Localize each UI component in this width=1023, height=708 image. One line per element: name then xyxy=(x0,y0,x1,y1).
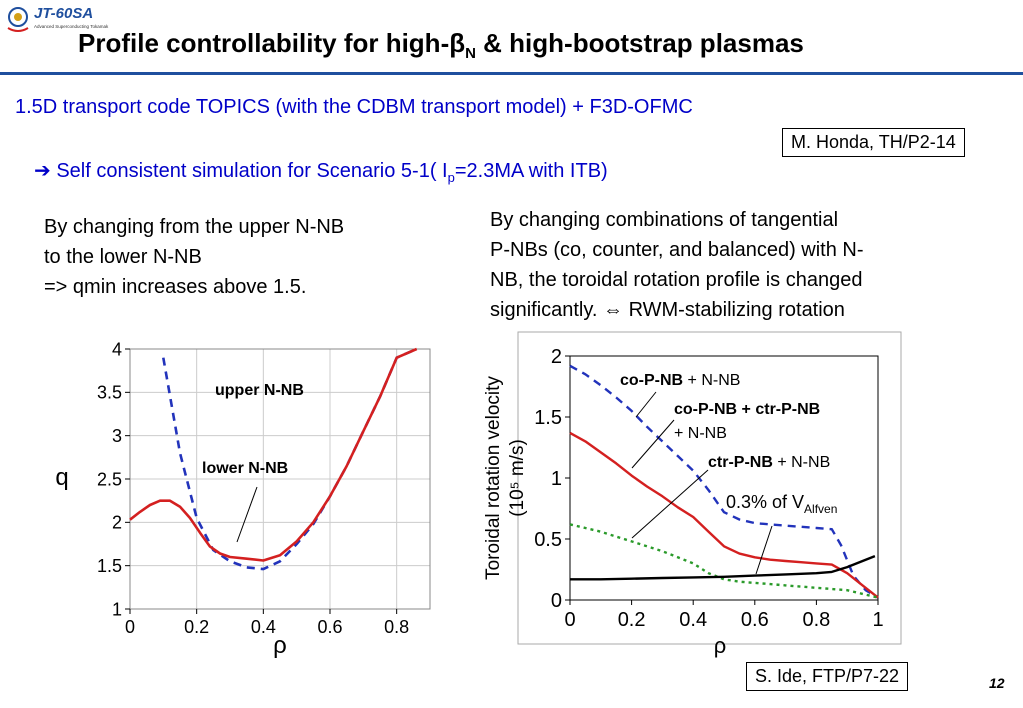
left-line-2: to the lower N-NB xyxy=(44,246,202,268)
q-annotation-upper: upper N-NB xyxy=(215,382,304,399)
q-annotation-pointer xyxy=(236,486,258,543)
pointer-alfven xyxy=(755,525,773,575)
v-plot-frame xyxy=(569,355,879,601)
x-tick-label: 1 xyxy=(872,609,883,631)
y-tick-label: 1.5 xyxy=(534,407,562,429)
reference-box-bottom: S. Ide, FTP/P7-22 xyxy=(746,662,909,691)
legend-alfven-prefix: 0.3% of V xyxy=(726,492,804,512)
v-x-ticks: 0 0.2 0.4 0.6 0.8 1 xyxy=(564,600,884,631)
q-annotation-lower: lower N-NB xyxy=(202,460,288,477)
y-tick-label: 1.5 xyxy=(97,556,122,576)
q-x-axis-label: ρ xyxy=(273,632,287,659)
right-line-2: P-NBs (co, counter, and balanced) with N… xyxy=(490,239,864,261)
x-tick-label: 0.8 xyxy=(384,617,409,637)
slide-title: Profile controllability for high-βN & hi… xyxy=(78,28,804,62)
legend-alfven-sub: Alfven xyxy=(804,502,837,516)
jt60sa-logo: JT-60SA Advanced Superconducting Tokamak xyxy=(4,2,116,38)
series-line-upper-n-nb xyxy=(162,347,418,571)
legend-co-pnb: co-P-NB + N-NB xyxy=(620,372,740,389)
q-x-ticks: 0 0.2 0.4 0.6 0.8 xyxy=(125,609,409,637)
legend-alfven: 0.3% of VAlfven xyxy=(726,492,837,516)
y-tick-label: 3.5 xyxy=(97,383,122,403)
right-line-4: significantly. ⇔ RWM-stabilizing rotatio… xyxy=(490,299,845,321)
v-x-axis-label: ρ xyxy=(714,633,727,658)
reference-box-top: M. Honda, TH/P2-14 xyxy=(782,128,965,157)
y-tick-label: 0.5 xyxy=(534,529,562,551)
title-suffix: & high-bootstrap plasmas xyxy=(475,28,804,58)
title-prefix: Profile controllability for high- xyxy=(78,28,450,58)
v-y-axis-label: Toroidal rotation velocity xyxy=(483,376,504,580)
y-tick-label: 1 xyxy=(551,468,562,490)
right-description: By changing combinations of tangential P… xyxy=(490,205,1000,325)
bullet-line: ➔ Self consistent simulation for Scenari… xyxy=(34,158,608,185)
rotation-chart: 0 0.5 1 1.5 2 0 0.2 0.4 0.6 0.8 1 Toroidal rotati… xyxy=(483,331,902,658)
pointer-balanced xyxy=(631,419,675,469)
q-y-axis-label: q xyxy=(55,464,68,491)
y-tick-label: 4 xyxy=(112,339,122,359)
subtitle: 1.5D transport code TOPICS (with the CDB… xyxy=(15,96,693,118)
pointer-co-pnb xyxy=(635,391,657,418)
series-line-0-3-of-v-alfven xyxy=(570,554,876,581)
left-description: By changing from the upper N-NB to the l… xyxy=(44,212,454,302)
legend-ctr-pnb: ctr-P-NB + N-NB xyxy=(708,454,830,471)
x-tick-label: 0.4 xyxy=(679,609,707,631)
logo-subtitle: Advanced Superconducting Tokamak xyxy=(34,24,109,29)
x-tick-label: 0.6 xyxy=(741,609,769,631)
right-line-1: By changing combinations of tangential xyxy=(490,209,839,231)
y-tick-label: 2 xyxy=(551,346,562,368)
legend-ctr-pnb-bold: ctr-P-NB xyxy=(708,454,773,471)
bullet-text-sub: p xyxy=(447,170,455,185)
y-tick-label: 3 xyxy=(112,426,122,446)
x-tick-label: 0.2 xyxy=(618,609,646,631)
x-tick-label: 0.2 xyxy=(184,617,209,637)
v-series-group xyxy=(569,364,879,599)
legend-co-pnb-rest: + N-NB xyxy=(683,372,740,389)
v-y-axis-unit: (10⁵ m/s) xyxy=(507,439,528,517)
v-y-ticks: 0 0.5 1 1.5 2 xyxy=(534,346,570,612)
x-tick-label: 0 xyxy=(125,617,135,637)
page-number: 12 xyxy=(989,675,1005,691)
bullet-text-after: =2.3MA with ITB) xyxy=(454,160,608,182)
series-line-lower-n-nb xyxy=(129,347,418,562)
x-tick-label: 0.4 xyxy=(251,617,276,637)
rotation-chart-outer-frame xyxy=(517,331,902,645)
title-beta: β xyxy=(449,28,466,58)
y-tick-label: 1 xyxy=(112,599,122,619)
legend-ctr-pnb-rest: + N-NB xyxy=(773,454,830,471)
pointer-ctr-pnb xyxy=(631,469,709,539)
title-beta-sub: N xyxy=(465,45,476,63)
series-line-ctr-p-nb-n-nb xyxy=(569,523,879,599)
legend-balanced-bold: co-P-NB + ctr-P-NB xyxy=(674,401,820,418)
q-series-group xyxy=(129,347,418,571)
q-profile-chart: 1 1.5 2 2.5 3 3.5 4 0 0.2 0.4 0.6 0.8 q ρ upper N-… xyxy=(55,339,431,659)
series-line-co-p-nb-ctr-p-nb-n-nb xyxy=(569,431,879,599)
right-line-3: NB, the toroidal rotation profile is cha… xyxy=(490,269,863,291)
y-tick-label: 2 xyxy=(112,513,122,533)
bullet-text-before: Self consistent simulation for Scenario … xyxy=(50,160,448,182)
left-line-1: By changing from the upper N-NB xyxy=(44,216,345,238)
x-tick-label: 0.6 xyxy=(317,617,342,637)
left-line-3: => qmin increases above 1.5. xyxy=(44,276,307,298)
title-divider xyxy=(0,72,1023,75)
arrow-icon: ➔ xyxy=(34,160,51,182)
logo-text: JT-60SA xyxy=(34,5,93,22)
q-y-ticks: 1 1.5 2 2.5 3 3.5 4 xyxy=(97,339,130,619)
legend-balanced-rest: + N-NB xyxy=(674,425,727,442)
y-tick-label: 2.5 xyxy=(97,469,122,489)
legend-co-pnb-bold: co-P-NB xyxy=(620,372,683,389)
y-tick-label: 0 xyxy=(551,590,562,612)
x-tick-label: 0 xyxy=(564,609,575,631)
x-tick-label: 0.8 xyxy=(802,609,830,631)
